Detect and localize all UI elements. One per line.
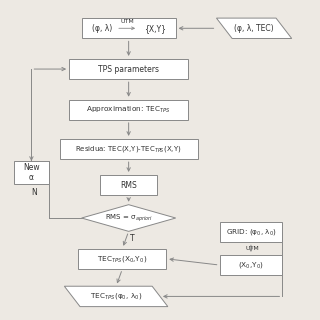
Text: RMS: RMS	[120, 180, 137, 189]
Polygon shape	[82, 205, 176, 231]
FancyBboxPatch shape	[69, 100, 188, 120]
FancyBboxPatch shape	[69, 59, 188, 79]
FancyBboxPatch shape	[220, 255, 282, 275]
FancyBboxPatch shape	[14, 161, 49, 184]
Text: GRID: (φ$_0$, λ$_0$): GRID: (φ$_0$, λ$_0$)	[226, 227, 276, 237]
FancyBboxPatch shape	[220, 222, 282, 242]
Text: N: N	[32, 188, 37, 197]
FancyBboxPatch shape	[78, 249, 166, 269]
Text: TPS parameters: TPS parameters	[98, 65, 159, 74]
Text: TEC$_{TPS}$(φ$_0$, λ$_0$): TEC$_{TPS}$(φ$_0$, λ$_0$)	[90, 292, 142, 301]
Text: T: T	[130, 234, 135, 243]
Text: (X$_0$,Y$_0$): (X$_0$,Y$_0$)	[238, 260, 264, 270]
FancyBboxPatch shape	[60, 139, 198, 159]
Polygon shape	[216, 18, 292, 38]
Text: {X,Y}: {X,Y}	[144, 24, 166, 33]
Text: TEC$_{TPS}$(X$_0$,Y$_0$): TEC$_{TPS}$(X$_0$,Y$_0$)	[97, 254, 148, 264]
Text: (φ, λ, TEC): (φ, λ, TEC)	[234, 24, 274, 33]
Polygon shape	[64, 286, 168, 307]
Text: Approximation: TEC$_{TPS}$: Approximation: TEC$_{TPS}$	[86, 105, 171, 115]
Text: UTM: UTM	[246, 246, 260, 251]
Text: UTM: UTM	[120, 19, 134, 24]
Text: (φ, λ): (φ, λ)	[92, 24, 112, 33]
FancyBboxPatch shape	[82, 18, 176, 38]
FancyBboxPatch shape	[100, 175, 157, 195]
Text: RMS = σ$_{apriori}$: RMS = σ$_{apriori}$	[105, 212, 153, 224]
Text: New
α: New α	[23, 163, 40, 182]
Text: Residua: TEC(X,Y)-TEC$_{TPS}$(X,Y): Residua: TEC(X,Y)-TEC$_{TPS}$(X,Y)	[76, 144, 182, 154]
